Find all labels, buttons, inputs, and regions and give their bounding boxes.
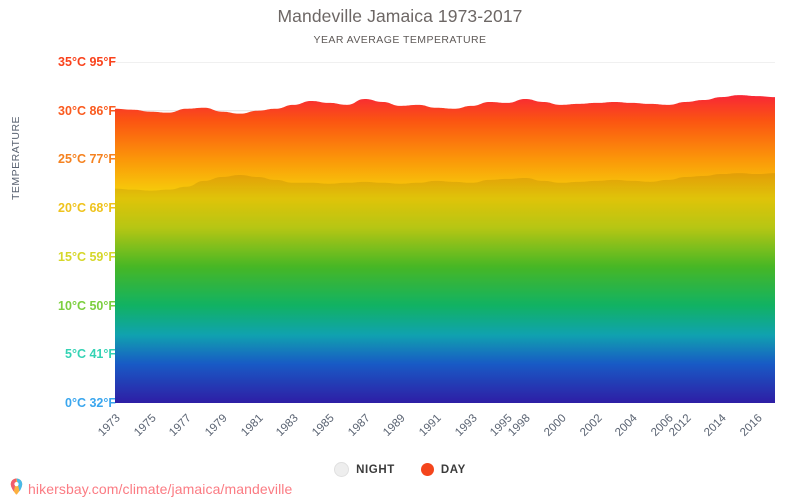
y-axis-tick-35: 35°C 95°F [58,55,116,69]
x-axis-tick-1979: 1979 [203,412,230,439]
y-axis-title: TEMPERATURE [10,115,22,201]
day-swatch-icon [420,463,434,476]
day-area [115,95,775,403]
x-axis-tick-2014: 2014 [702,412,730,439]
source-url[interactable]: hikersbay.com/climate/jamaica/mandeville [28,481,293,497]
x-axis-tick-1989: 1989 [381,412,409,439]
map-pin-icon [10,478,23,500]
x-axis-tick-1993: 1993 [452,412,480,439]
x-axis-tick-2004: 2004 [613,412,641,439]
x-axis-tick-1987: 1987 [345,412,373,439]
plot-area [115,62,775,403]
x-axis-tick-1991: 1991 [417,412,444,439]
chart-legend: NIGHT DAY [0,462,800,477]
legend-label-day: DAY [440,463,466,476]
page-title: Mandeville Jamaica 1973-2017 [277,6,523,26]
night-area [115,173,775,403]
x-axis-tick-1977: 1977 [167,412,195,439]
footer: hikersbay.com/climate/jamaica/mandeville [10,478,292,500]
y-axis-tick-5: 5°C 41°F [65,347,116,362]
x-axis-tick-1981: 1981 [238,412,266,439]
x-axis-tick-2000: 2000 [542,412,569,439]
legend-item-night[interactable]: NIGHT [334,462,395,477]
chart-subtitle: YEAR AVERAGE TEMPERATURE [313,34,487,46]
y-axis-tick-0: 0°C 32°F [65,396,116,410]
legend-item-day[interactable]: DAY [420,463,466,476]
x-axis-tick-1983: 1983 [274,412,302,439]
x-axis-tick-2016: 2016 [738,412,765,439]
x-axis-tick-1985: 1985 [310,412,337,439]
legend-label-night: NIGHT [356,463,395,476]
temperature-area-svg [115,62,775,403]
night-swatch-icon [334,462,350,477]
x-axis-tick-2002: 2002 [577,412,605,439]
y-axis-tick-15: 15°C 59°F [58,249,116,264]
y-axis-tick-20: 20°C 68°F [58,201,116,216]
y-axis-tick-25: 25°C 77°F [58,152,116,167]
y-axis-tick-30: 30°C 86°F [58,103,116,118]
x-axis-tick-1973: 1973 [96,412,123,439]
y-axis-tick-10: 10°C 50°F [58,298,116,313]
x-axis-tick-1975: 1975 [131,412,159,439]
